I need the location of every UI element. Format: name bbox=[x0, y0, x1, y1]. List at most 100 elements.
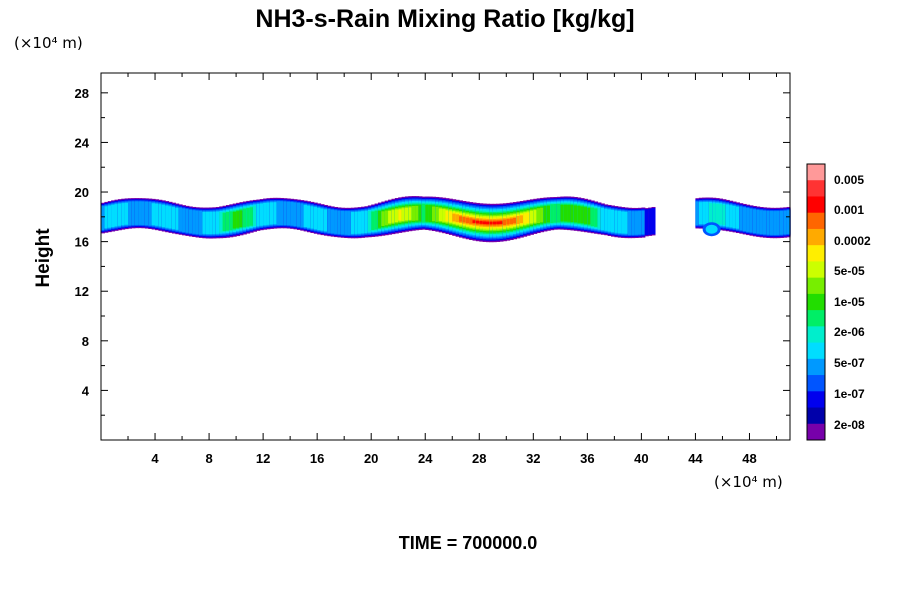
x-tick-label: 40 bbox=[634, 451, 648, 466]
field-cell bbox=[384, 210, 389, 226]
field-cell bbox=[506, 219, 511, 225]
colorbar-frame bbox=[806, 163, 826, 441]
mixing-ratio-field bbox=[101, 196, 791, 243]
y-tick-label: 12 bbox=[75, 284, 89, 299]
y-axis: 4 8 12 16 20 24 28 bbox=[75, 86, 790, 416]
field-cell bbox=[327, 208, 332, 233]
field-cell bbox=[773, 211, 778, 235]
time-label: TIME = 700000.0 bbox=[399, 533, 538, 553]
field-cell bbox=[526, 212, 531, 223]
field-cell bbox=[634, 211, 639, 235]
colorbar-label: 5e-05 bbox=[834, 264, 865, 278]
field-cell bbox=[746, 207, 751, 232]
field-cell bbox=[715, 203, 720, 225]
field-cell bbox=[513, 217, 518, 224]
field-cell bbox=[168, 206, 173, 229]
field-cell bbox=[124, 202, 129, 225]
field-cell bbox=[334, 210, 339, 234]
field-cell bbox=[621, 211, 626, 234]
field-cell bbox=[232, 211, 237, 229]
field-cell bbox=[624, 211, 629, 234]
field-cell bbox=[171, 207, 176, 230]
field-cell bbox=[161, 204, 166, 228]
x-tick-label: 8 bbox=[205, 451, 212, 466]
field-cell bbox=[256, 204, 261, 227]
field-cell bbox=[550, 204, 555, 224]
field-cell bbox=[502, 219, 507, 225]
field-cell bbox=[610, 209, 615, 233]
field-cell bbox=[266, 202, 271, 225]
field-cell bbox=[310, 206, 315, 229]
plot-frame bbox=[100, 72, 791, 441]
field-cell bbox=[597, 208, 602, 229]
field-cell bbox=[769, 211, 774, 235]
field-cell bbox=[583, 207, 588, 224]
field-cell bbox=[421, 203, 426, 223]
field-cell bbox=[138, 201, 143, 225]
field-cell bbox=[752, 209, 757, 234]
field-cell bbox=[300, 203, 305, 228]
field-cell bbox=[479, 221, 484, 224]
x-axis-units: (×10⁴ m) bbox=[714, 473, 783, 491]
field-cell bbox=[465, 217, 470, 224]
field-cell bbox=[546, 205, 551, 223]
field-cell bbox=[364, 210, 369, 233]
field-cell bbox=[269, 202, 274, 225]
field-cell bbox=[323, 209, 328, 232]
colorbar-swatch bbox=[807, 293, 825, 311]
field-cell bbox=[155, 203, 160, 226]
colorbar-swatch bbox=[807, 196, 825, 214]
field-cell bbox=[722, 204, 727, 226]
field-cell bbox=[280, 201, 284, 226]
field-cell bbox=[783, 210, 788, 235]
field-cell bbox=[428, 205, 433, 222]
field-cell bbox=[729, 205, 734, 228]
colorbar-swatch bbox=[807, 326, 825, 344]
field-cell bbox=[374, 210, 379, 230]
field-cell bbox=[486, 221, 491, 225]
field-cell bbox=[580, 206, 585, 224]
field-cell bbox=[411, 205, 416, 221]
field-cell bbox=[499, 221, 504, 224]
field-cell bbox=[391, 210, 396, 223]
field-cell bbox=[776, 211, 781, 235]
field-cell bbox=[114, 204, 119, 227]
colorbar-swatch bbox=[807, 407, 825, 425]
field-cell bbox=[732, 205, 737, 228]
field-cell bbox=[259, 203, 264, 226]
colorbar-label: 1e-07 bbox=[834, 387, 865, 401]
field-cell bbox=[600, 207, 605, 231]
field-cell bbox=[712, 203, 717, 224]
colorbar-swatch bbox=[807, 245, 825, 262]
field-cell bbox=[587, 207, 592, 225]
field-cell bbox=[644, 209, 649, 236]
field-cell bbox=[144, 201, 149, 226]
field-cell bbox=[273, 202, 278, 225]
field-cell bbox=[178, 207, 183, 232]
y-tick-label: 20 bbox=[75, 185, 89, 200]
field-cell bbox=[104, 206, 109, 229]
field-cell bbox=[121, 203, 126, 226]
field-cell bbox=[236, 211, 241, 228]
field-cell bbox=[475, 220, 480, 224]
field-cell bbox=[489, 221, 494, 225]
field-cell bbox=[229, 211, 234, 231]
chart-title: NH3-s-Rain Mixing Ratio [kg/kg] bbox=[255, 5, 634, 33]
field-blob bbox=[705, 224, 718, 234]
field-cell bbox=[472, 220, 477, 223]
field-cell bbox=[448, 211, 453, 222]
field-cell bbox=[394, 209, 399, 223]
x-tick-label: 28 bbox=[472, 451, 486, 466]
field-cell bbox=[452, 213, 457, 222]
colorbar-label: 1e-05 bbox=[834, 295, 865, 309]
field-cell bbox=[735, 206, 740, 229]
field-cell bbox=[695, 201, 700, 226]
field-cell bbox=[540, 207, 545, 223]
field-cell bbox=[560, 204, 565, 222]
field-cell bbox=[529, 210, 534, 224]
colorbar-label: 0.0002 bbox=[834, 234, 871, 248]
x-tick-label: 20 bbox=[364, 451, 378, 466]
y-tick-label: 4 bbox=[82, 383, 90, 398]
field-cell bbox=[749, 208, 754, 233]
field-cell bbox=[198, 210, 203, 235]
